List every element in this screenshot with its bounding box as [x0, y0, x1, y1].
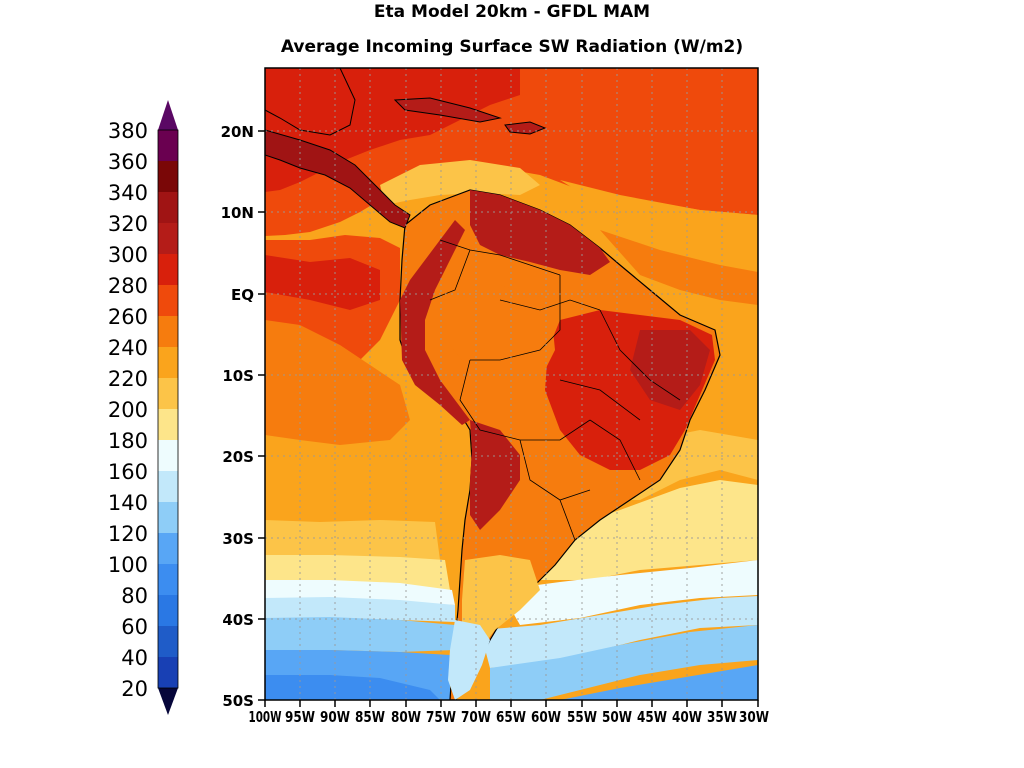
colorbar-label: 380 [108, 119, 148, 143]
lon-label: 70W [461, 708, 491, 726]
colorbar-seg-40 [158, 626, 178, 657]
colorbar-seg-80 [158, 564, 178, 595]
lon-label: 100W [249, 708, 282, 726]
lon-label: 45W [637, 708, 667, 726]
map-gridlines [265, 68, 758, 700]
colorbar-label: 360 [108, 150, 148, 174]
colorbar-seg-260 [158, 285, 178, 316]
colorbar-label: 180 [108, 429, 148, 453]
colorbar-seg-160 [158, 440, 178, 471]
title-line-1: Eta Model 20km - GFDL MAM [374, 2, 650, 22]
colorbar-label: 340 [108, 181, 148, 205]
lat-label: 10S [222, 367, 254, 385]
field-sa-160 [500, 560, 758, 625]
field-sp-120 [265, 617, 455, 652]
colorbar-seg-220 [158, 347, 178, 378]
lat-label: 40S [222, 611, 254, 629]
lon-label: 90W [320, 708, 350, 726]
continent-hot-west [470, 420, 520, 530]
colorbar-seg-180 [158, 409, 178, 440]
lon-axis: 100W 95W 90W 85W 80W 75W 70W 65W 60W 55W… [249, 700, 769, 726]
colorbar-label: 260 [108, 305, 148, 329]
colorbar-seg-20 [158, 657, 178, 688]
colorbar-label: 300 [108, 243, 148, 267]
field-pacific-low [265, 320, 410, 445]
central-america [265, 129, 411, 229]
lat-axis: 20N 10N EQ 10S 20S 30S 40S 50S [221, 123, 265, 710]
map-panel [265, 68, 758, 700]
lon-label: 50W [602, 708, 632, 726]
colorbar-seg-240 [158, 316, 178, 347]
country-borders [429, 239, 681, 541]
lat-label: 30S [222, 530, 254, 548]
lon-label: 60W [531, 708, 561, 726]
colorbar-seg-200 [158, 378, 178, 409]
colorbar-label: 160 [108, 460, 148, 484]
colorbar-seg-280 [158, 254, 178, 285]
field-atlantic-north2 [600, 230, 758, 305]
field-sa-120 [490, 625, 758, 700]
colorbar-seg-100 [158, 533, 178, 564]
field-sp-140 [265, 597, 455, 622]
continent-patagonia [448, 620, 490, 700]
field-sa-180 [540, 480, 758, 580]
colorbar-label: 40 [121, 646, 148, 670]
colorbar-label: 20 [121, 677, 148, 701]
lon-label: 95W [285, 708, 315, 726]
colorbar-label: 240 [108, 336, 148, 360]
colorbar-label: 80 [121, 584, 148, 608]
lat-label: 20N [221, 123, 254, 141]
lon-label: 80W [391, 708, 421, 726]
lat-label: 50S [222, 692, 254, 710]
colorbar-under-arrow [158, 688, 178, 715]
lon-label: 75W [426, 708, 456, 726]
field-sp-220 [265, 435, 440, 500]
colorbar-label: 280 [108, 274, 148, 298]
colorbar-seg-60 [158, 595, 178, 626]
colorbar-seg-360 [158, 130, 178, 161]
field-sa-100 [560, 665, 758, 700]
colorbar-label: 200 [108, 398, 148, 422]
continent-andes [400, 220, 470, 425]
colorbar-seg-120 [158, 502, 178, 533]
field-pacific-eq2 [265, 255, 380, 310]
colorbar-seg-320 [158, 192, 178, 223]
lat-label: 20S [222, 448, 254, 466]
lat-label: 10N [221, 204, 254, 222]
colorbar-seg-300 [158, 223, 178, 254]
continent-hot-north [470, 190, 610, 275]
colorbar-over-arrow [158, 100, 178, 130]
colorbar-seg-340 [158, 161, 178, 192]
mexico-yucatan [265, 68, 356, 136]
lon-label: 35W [707, 708, 737, 726]
continent-hot-east-core [630, 330, 710, 410]
colorbar-label: 320 [108, 212, 148, 236]
field-caribbean-band [380, 160, 540, 205]
colorbar-label: 220 [108, 367, 148, 391]
colorbar-label: 140 [108, 491, 148, 515]
cuba [393, 97, 502, 123]
continent-amazon [440, 285, 555, 380]
field-sa-140 [480, 596, 758, 668]
lon-label: 85W [355, 708, 385, 726]
colorbar-seg-140 [158, 471, 178, 502]
field-atlantic-north [560, 180, 758, 270]
colorbar-label: 60 [121, 615, 148, 639]
lon-label: 65W [496, 708, 526, 726]
colorbar: 380 360 340 320 300 280 260 240 220 200 … [108, 100, 179, 715]
lon-label: 30W [739, 708, 769, 726]
colorbar-label: 120 [108, 522, 148, 546]
title-line-2: Average Incoming Surface SW Radiation (W… [281, 37, 743, 57]
lon-label: 40W [672, 708, 702, 726]
field-sp-200 [265, 520, 440, 560]
lat-label: EQ [231, 286, 254, 304]
colorbar-label: 100 [108, 553, 148, 577]
lon-label: 55W [567, 708, 597, 726]
field-sp-80 [265, 675, 440, 700]
